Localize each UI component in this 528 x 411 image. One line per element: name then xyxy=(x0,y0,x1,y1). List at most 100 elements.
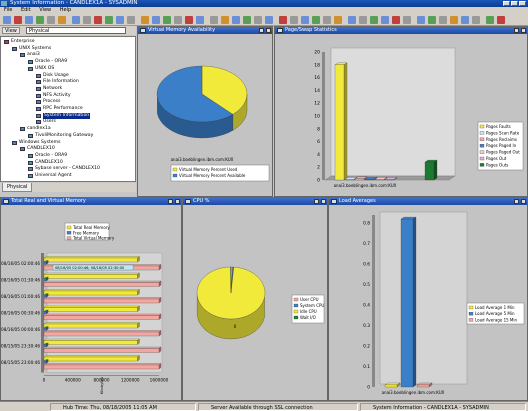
toolbar-button-icon[interactable] xyxy=(152,16,160,24)
toolbar-button-icon[interactable] xyxy=(254,16,262,24)
tree-item[interactable]: UNIX Systems xyxy=(12,46,51,52)
panel-close-button[interactable] xyxy=(521,28,526,33)
tree-item[interactable]: Universal Agent xyxy=(28,173,72,179)
toolbar-button-icon[interactable] xyxy=(58,16,66,24)
panel-maximize-button[interactable] xyxy=(314,199,319,204)
toolbar-button-icon[interactable] xyxy=(47,16,55,24)
system-icon xyxy=(4,40,9,44)
panel-close-button[interactable] xyxy=(175,199,180,204)
menu-help[interactable]: Help xyxy=(59,7,72,13)
bar xyxy=(354,178,365,181)
toolbar-button-icon[interactable] xyxy=(3,16,11,24)
bar-top xyxy=(43,330,162,333)
tree-item[interactable]: candlex1a xyxy=(20,126,51,132)
toolbar-button-icon[interactable] xyxy=(486,16,494,24)
toolbar-button-icon[interactable] xyxy=(450,16,458,24)
navigator-tree[interactable]: Enterprise UNIX Systems anai3 Oracle - ORA9… xyxy=(0,36,136,182)
minimize-button[interactable] xyxy=(503,1,510,6)
tree-item[interactable]: Sybase server - CANDLEX10 xyxy=(28,166,100,172)
tree-item[interactable]: System Information xyxy=(36,112,91,119)
menu-view[interactable]: View xyxy=(39,7,52,13)
toolbar-button-icon[interactable] xyxy=(36,16,44,24)
tab-physical[interactable]: Physical xyxy=(2,183,33,192)
toolbar-button-icon[interactable] xyxy=(221,16,229,24)
toolbar-button-icon[interactable] xyxy=(348,16,356,24)
tree-item[interactable]: Windows Systems xyxy=(12,140,61,146)
toolbar-button-icon[interactable] xyxy=(472,16,480,24)
panel-header: CPU % xyxy=(183,198,327,205)
toolbar-button-icon[interactable] xyxy=(428,16,436,24)
tree-item[interactable]: TivoliMonitoring Gateway xyxy=(28,133,93,139)
toolbar-button-icon[interactable] xyxy=(403,16,411,24)
bar-top xyxy=(43,305,140,308)
panel-maximize-button[interactable] xyxy=(514,28,519,33)
panel-maximize-button[interactable] xyxy=(259,28,264,33)
tree-item[interactable]: CANDLEX10 xyxy=(28,160,63,166)
toolbar-button-icon[interactable] xyxy=(392,16,400,24)
toolbar-button-icon[interactable] xyxy=(83,16,91,24)
toolbar-button-icon[interactable] xyxy=(105,16,113,24)
virtual-memory-chart: anai3.boeblingen.ibm.com:KUX Virtual Memo… xyxy=(156,65,270,182)
panel-close-button[interactable] xyxy=(521,199,526,204)
toolbar-button-icon[interactable] xyxy=(25,16,33,24)
toolbar-button-icon[interactable] xyxy=(370,16,378,24)
toolbar-button-icon[interactable] xyxy=(461,16,469,24)
maximize-button[interactable] xyxy=(511,1,518,6)
close-button[interactable] xyxy=(519,1,526,6)
toolbar-button-icon[interactable] xyxy=(497,16,505,24)
toolbar-button-icon[interactable] xyxy=(232,16,240,24)
toolbar-button-icon[interactable] xyxy=(185,16,193,24)
toolbar-button-icon[interactable] xyxy=(174,16,182,24)
toolbar-button-icon[interactable] xyxy=(72,16,80,24)
toolbar-button-icon[interactable] xyxy=(417,16,425,24)
panel-maximize-button[interactable] xyxy=(168,199,173,204)
panel-maximize-button[interactable] xyxy=(514,199,519,204)
legend-label: Pages Out xyxy=(486,156,507,161)
toolbar-button-icon[interactable] xyxy=(243,16,251,24)
y-tick-label: 08/15/05 23:30:46 xyxy=(1,344,40,349)
legend-label: Virtual Memory Percent Available xyxy=(179,173,246,178)
tree-item[interactable]: RPC Performance xyxy=(36,106,83,112)
tree-item[interactable]: Enterprise xyxy=(4,39,35,45)
tree-item[interactable]: File Information xyxy=(36,79,79,85)
legend-swatch xyxy=(479,137,485,141)
tree-item[interactable]: Process xyxy=(36,99,60,105)
tree-item[interactable]: Oracle - ORA9 xyxy=(28,153,67,159)
tree-item[interactable]: Disk Usage xyxy=(36,73,69,79)
toolbar-button-icon[interactable] xyxy=(290,16,298,24)
toolbar-button-icon[interactable] xyxy=(334,16,342,24)
toolbar-button-icon[interactable] xyxy=(127,16,135,24)
toolbar-button-icon[interactable] xyxy=(265,16,273,24)
toolbar-button-icon[interactable] xyxy=(210,16,218,24)
toolbar-button-icon[interactable] xyxy=(323,16,331,24)
toolbar-button-icon[interactable] xyxy=(94,16,102,24)
toolbar-button-icon[interactable] xyxy=(381,16,389,24)
toolbar-button-icon[interactable] xyxy=(359,16,367,24)
toolbar-button-icon[interactable] xyxy=(439,16,447,24)
view-select[interactable]: Physical xyxy=(26,27,126,34)
tree-item[interactable]: CANDLEX10 xyxy=(20,146,55,152)
tree-item[interactable]: anai3 xyxy=(20,52,40,58)
tree-item[interactable]: Users xyxy=(36,119,56,125)
tree-item[interactable]: Oracle - ORA9 xyxy=(28,59,67,65)
bar xyxy=(43,315,160,320)
toolbar-button-icon[interactable] xyxy=(141,16,149,24)
menu-edit[interactable]: Edit xyxy=(20,7,31,13)
bar xyxy=(43,298,160,304)
panel-close-button[interactable] xyxy=(321,199,326,204)
menu-file[interactable]: File xyxy=(4,7,13,13)
tree-item[interactable]: UNIX OS xyxy=(28,66,54,72)
workspace-icon xyxy=(36,113,41,118)
toolbar-button-icon[interactable] xyxy=(279,16,287,24)
legend-box xyxy=(466,302,525,325)
toolbar-button-icon[interactable] xyxy=(116,16,124,24)
y-tick-label: 08/16/05 00:00:46 xyxy=(1,327,40,332)
toolbar-button-icon[interactable] xyxy=(312,16,320,24)
toolbar-button-icon[interactable] xyxy=(163,16,171,24)
toolbar-button-icon[interactable] xyxy=(196,16,204,24)
panel-close-button[interactable] xyxy=(266,28,271,33)
toolbar-button-icon[interactable] xyxy=(301,16,309,24)
tree-item[interactable]: NFS Activity xyxy=(36,93,71,99)
tree-item[interactable]: Network xyxy=(36,86,62,92)
toolbar-button-icon[interactable] xyxy=(14,16,22,24)
